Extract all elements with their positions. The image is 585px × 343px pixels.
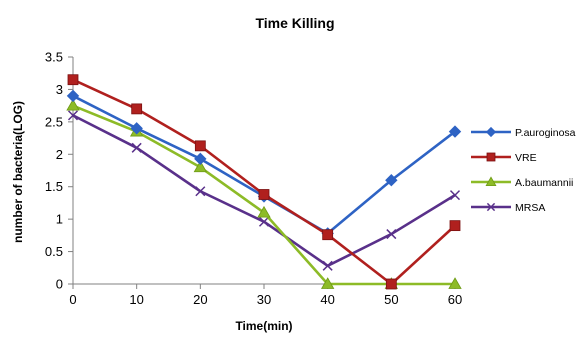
data-point-triangle [257,205,271,218]
data-point-x [258,216,270,227]
data-point-diamond [385,174,398,187]
data-point-triangle [448,277,462,289]
x-tick-label: 60 [448,292,462,307]
data-point-diamond [485,126,497,138]
data-point-square [486,152,496,162]
y-tick-label: 0 [56,277,63,292]
axes: 0 0.5 1 1.5 2 2.5 3 3.5 0 10 20 30 40 50 60 [45,50,462,308]
y-tick-label: 2.5 [45,114,63,129]
x-tick-label: 10 [129,292,143,307]
y-tick-label: 1.5 [45,179,63,194]
legend-item: MRSA [471,202,545,214]
y-axis-label: number of bacteria(LOG) [11,101,25,243]
x-tick-label: 0 [69,292,76,307]
data-point-square [194,140,206,152]
legend-label: MRSA [515,202,545,214]
data-point-square [322,229,334,241]
legend-item: VRE [471,152,537,164]
data-point-square [131,103,143,115]
data-point-diamond [194,152,207,166]
series-vre [67,74,461,290]
legend-item: P.auroginosa [471,126,576,139]
x-marker-stroke [195,186,206,197]
data-point-diamond [448,125,462,138]
data-point-x [322,260,333,271]
data-point-square [385,278,397,290]
data-point-diamond [130,122,143,135]
data-point-x [67,110,79,121]
x-marker-stroke [449,190,461,201]
x-marker-stroke [131,142,142,153]
data-point-triangle [320,277,335,289]
legend-item: A.baumannii [471,176,573,189]
x-marker-stroke [258,216,270,227]
chart-title: Time Killing [255,15,334,31]
legend-label: A.baumannii [515,177,573,189]
legend: P.auroginosa VRE A.baumannii MRSA [471,126,576,214]
x-tick-label: 20 [193,292,207,307]
data-point-square [258,189,270,200]
y-tick-label: 1 [56,212,63,227]
series-mrsa [67,110,461,271]
data-point-triangle [193,160,208,173]
x-marker-stroke [67,110,79,121]
series-line [72,78,456,286]
y-tick-label: 3.5 [45,50,63,65]
x-tick-label: 40 [320,292,334,307]
x-tick-label: 30 [257,292,271,307]
legend-label: P.auroginosa [515,127,576,139]
data-point-triangle [485,176,497,187]
data-point-square [449,220,461,232]
data-point-x [486,202,496,212]
data-point-diamond [66,89,80,103]
y-tick-label: 2 [56,147,63,162]
x-axis-label: Time(min) [235,319,292,333]
x-marker-stroke [386,229,397,240]
data-point-square [67,74,79,86]
plot-series [66,74,462,290]
x-marker-stroke [322,260,333,271]
x-marker-stroke [486,202,496,212]
data-point-x [449,190,461,201]
y-tick-label: 3 [56,82,63,97]
data-point-x [386,229,397,240]
x-tick-label: 50 [384,292,398,307]
legend-label: VRE [515,152,537,164]
data-point-x [195,186,206,197]
y-tick-label: 0.5 [45,244,63,259]
data-point-x [131,142,142,153]
data-point-triangle [66,98,80,111]
